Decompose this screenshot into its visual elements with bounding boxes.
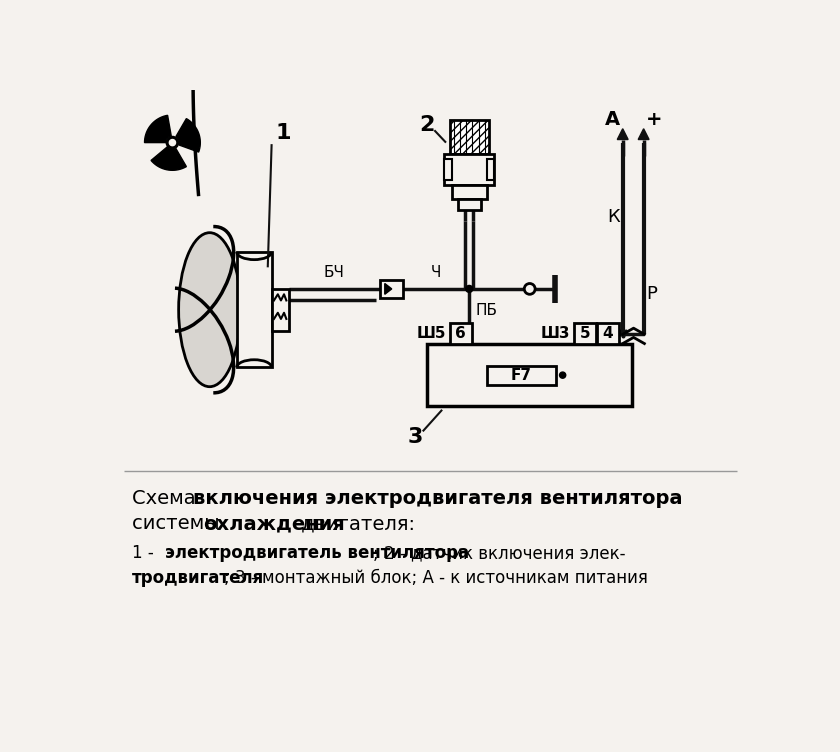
Text: охлаждения: охлаждения [203,514,345,533]
Bar [450,323,471,344]
Polygon shape [638,129,649,140]
Circle shape [559,372,565,378]
Text: А: А [606,110,621,129]
Circle shape [170,140,176,146]
Circle shape [166,136,179,149]
Polygon shape [144,115,171,143]
Circle shape [524,284,535,294]
Text: тродвигателя: тродвигателя [132,569,265,587]
Text: Ш3: Ш3 [540,326,570,341]
Bar [427,344,632,406]
Bar [381,280,403,298]
Text: двигателя:: двигателя: [295,514,415,533]
Bar [450,120,489,154]
Bar [444,154,495,185]
Text: БЧ: БЧ [324,265,345,280]
Text: системы: системы [132,514,226,533]
Text: 2: 2 [419,115,434,135]
Text: 6: 6 [455,326,466,341]
Bar [237,252,271,368]
Bar [486,365,556,385]
Polygon shape [617,129,628,140]
Text: 1 -: 1 - [132,544,159,562]
Bar [574,323,596,344]
Bar [444,159,452,180]
Polygon shape [151,147,186,170]
Bar [458,199,480,210]
Bar [271,289,289,331]
Text: Схема: Схема [132,489,202,508]
Text: электродвигатель вентилятора: электродвигатель вентилятора [165,544,470,562]
Text: F7: F7 [511,368,532,383]
Text: включения электродвигателя вентилятора: включения электродвигателя вентилятора [192,489,682,508]
Text: Р: Р [647,285,658,303]
Polygon shape [176,119,200,152]
Bar [597,323,619,344]
Bar [486,159,495,180]
Polygon shape [385,284,391,294]
Text: +: + [646,110,663,129]
Text: Ч: Ч [431,265,441,280]
Text: 1: 1 [276,123,291,143]
Text: ; 2 - датчик включения элек-: ; 2 - датчик включения элек- [373,544,626,562]
Text: ; 3 - монтажный блок; А - к источникам питания: ; 3 - монтажный блок; А - к источникам п… [223,569,648,587]
Text: К: К [606,208,620,226]
Text: 4: 4 [602,326,613,341]
Ellipse shape [179,232,240,387]
Bar [452,185,486,199]
Text: 5: 5 [580,326,590,341]
Text: ПБ: ПБ [475,303,497,318]
Text: 3: 3 [407,426,423,447]
Circle shape [465,286,473,293]
Text: Ш5: Ш5 [417,326,446,341]
